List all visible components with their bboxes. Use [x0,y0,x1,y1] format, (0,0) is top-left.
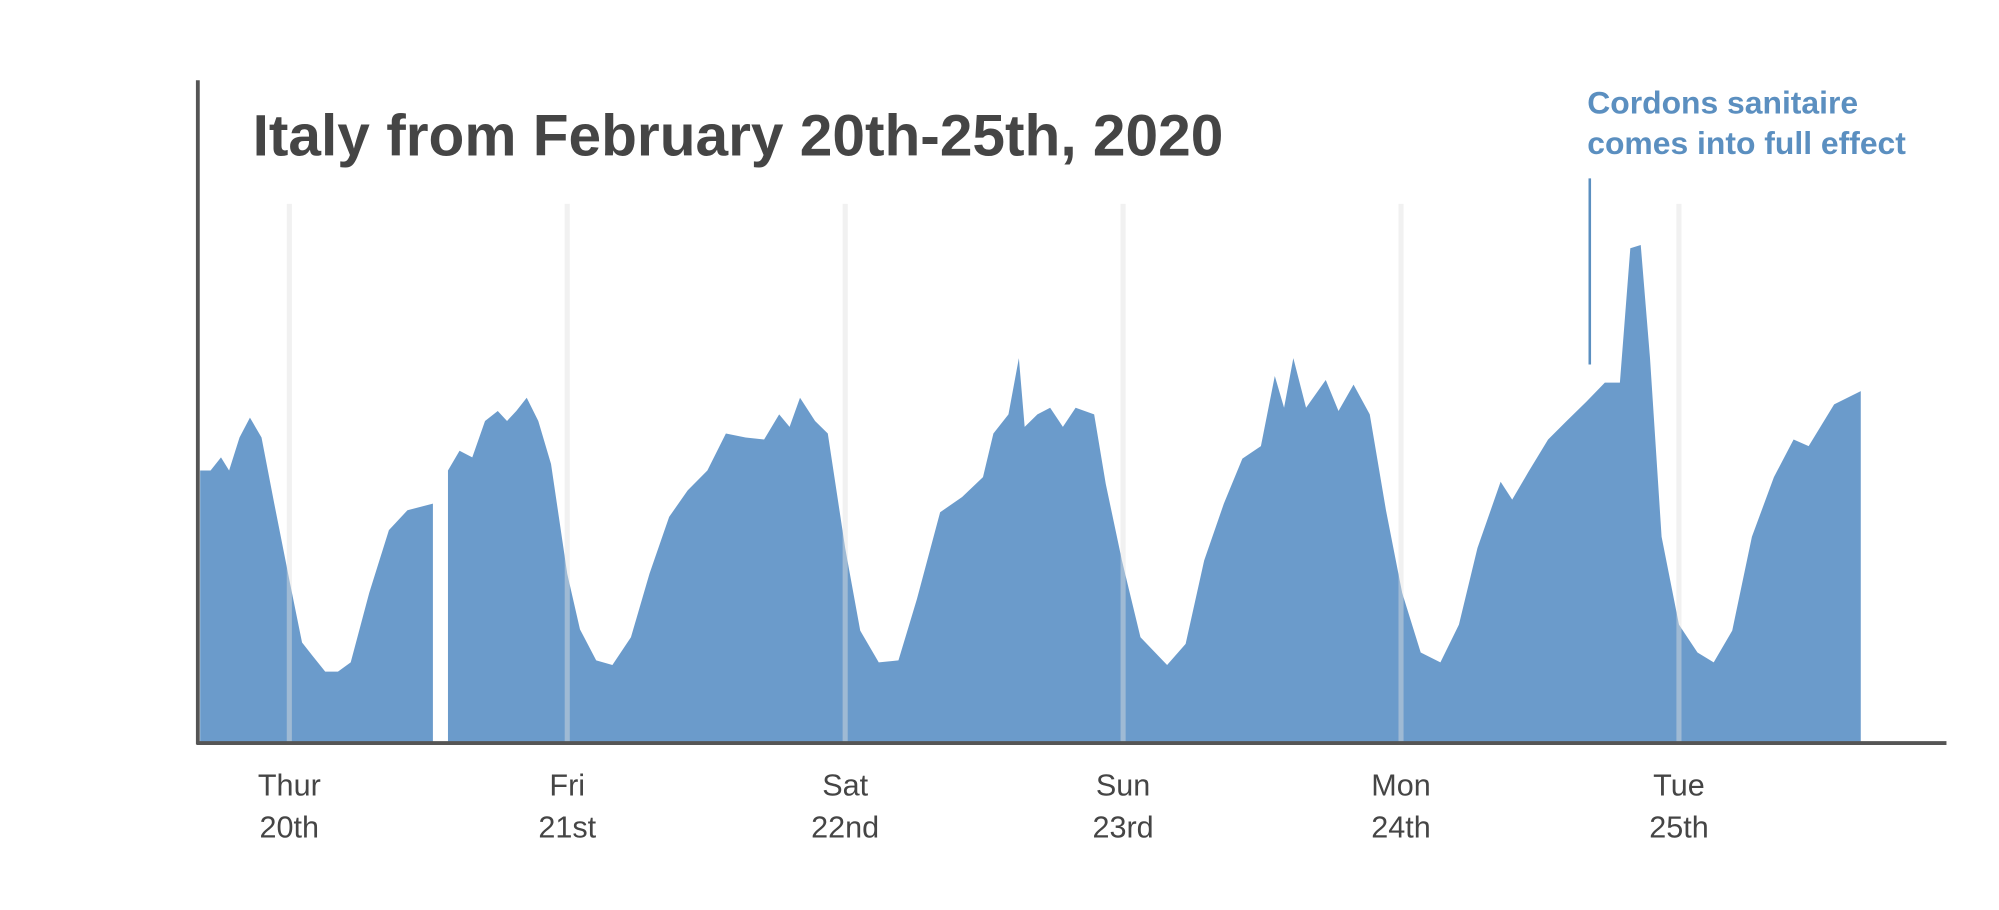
area [200,245,1861,742]
annotation-text: Cordons sanitaire [1587,84,1858,120]
x-tick-label: Sat [822,768,868,802]
annotation-text: comes into full effect [1587,125,1906,161]
x-tick-label: 24th [1371,810,1431,844]
x-tick-label: 20th [260,810,320,844]
x-tick-label: 22nd [811,810,879,844]
x-tick-label: Thur [258,768,321,802]
x-tick-label: Mon [1371,768,1430,802]
x-tick-label: Tue [1653,768,1705,802]
x-tick-label: Sun [1096,768,1150,802]
x-tick-label: 23rd [1092,810,1153,844]
x-tick-label: 25th [1649,810,1709,844]
x-tick-label: Fri [549,768,585,802]
chart-title: Italy from February 20th-25th, 2020 [253,103,1224,168]
x-tick-label: 21st [538,810,596,844]
